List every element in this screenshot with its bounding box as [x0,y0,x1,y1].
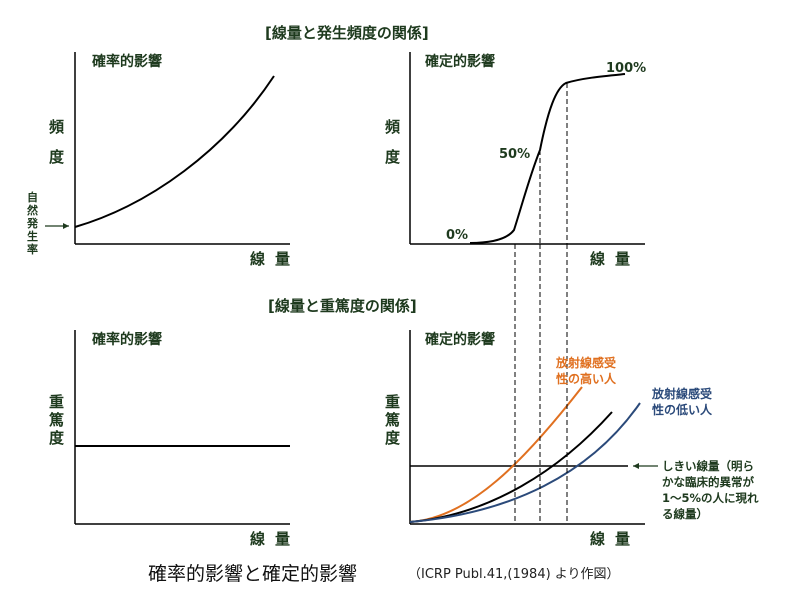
high-sensitivity-curve [409,386,583,523]
arrow-left-icon [633,463,658,469]
svg-text:る線量）: る線量） [662,507,708,521]
x-axis-label: 線量 [250,530,300,548]
y-axis-label: 度 [385,429,401,447]
y-axis-label: 頻 [385,118,400,136]
natural-occurrence-label: 自 然 発 生 率 [26,190,39,256]
panel-deterministic-severity: 確定的影響 重 篤 度 線量 放射線感受 性の高い人 放射線感受 性の低い人 し… [385,244,759,548]
y-axis-label: 度 [385,148,401,166]
y-axis-label: 頻 [49,118,64,136]
label-0-percent: 0% [446,228,468,243]
x-axis-label: 線量 [590,530,640,548]
arrow-right-icon [45,223,69,229]
y-axis-label: 篤 [49,411,64,429]
svg-text:性の低い人: 性の低い人 [651,402,713,417]
svg-text:自: 自 [27,190,38,204]
y-axis-label: 度 [49,148,65,166]
panel-title: 確定的影響 [425,331,495,348]
panel-title: 確率的影響 [92,331,162,348]
section-title-severity: [線量と重篤度の関係] [268,297,417,315]
y-axis-label: 度 [49,429,65,447]
low-sensitivity-curve [409,402,641,523]
threshold-label: しきい線量（明ら かな臨床的異常が 1〜5%の人に現れ る線量） [662,459,759,521]
label-100-percent: 100% [606,61,646,76]
svg-text:放射線感受: 放射線感受 [555,355,616,370]
svg-text:生: 生 [27,229,38,243]
svg-text:放射線感受: 放射線感受 [651,386,712,401]
x-axis-label: 線量 [250,250,300,268]
y-axis-label: 篤 [385,411,400,429]
svg-text:性の高い人: 性の高い人 [555,371,617,386]
figure-caption: 確率的影響と確定的影響 [148,563,357,585]
panel-title: 確率的影響 [92,53,162,70]
stochastic-curve [74,75,275,228]
svg-text:かな臨床的異常が: かな臨床的異常が [662,475,754,489]
svg-text:発: 発 [26,216,39,230]
section-title-frequency: [線量と発生頻度の関係] [265,24,429,42]
figure-source: （ICRP Publ.41,(1984) より作図） [408,567,620,582]
panel-deterministic-frequency: 確定的影響 頻 度 線量 0% 50% 100% [385,52,646,268]
svg-text:しきい線量（明ら: しきい線量（明ら [662,459,754,473]
svg-text:然: 然 [27,203,38,217]
y-axis-label: 重 [49,393,64,411]
sigmoid-curve [469,73,626,244]
high-sensitivity-label: 放射線感受 性の高い人 [555,355,617,386]
svg-text:1〜5%の人に現れ: 1〜5%の人に現れ [662,491,759,505]
y-axis-label: 重 [385,393,400,411]
svg-text:率: 率 [27,242,38,256]
panel-stochastic-severity: 確率的影響 重 篤 度 線量 [49,330,300,548]
low-sensitivity-label: 放射線感受 性の低い人 [651,386,713,417]
panel-title: 確定的影響 [425,53,495,70]
label-50-percent: 50% [499,147,530,162]
x-axis-label: 線量 [590,250,640,268]
panel-stochastic-frequency: 確率的影響 頻 度 線量 自 然 発 生 率 [26,52,300,268]
